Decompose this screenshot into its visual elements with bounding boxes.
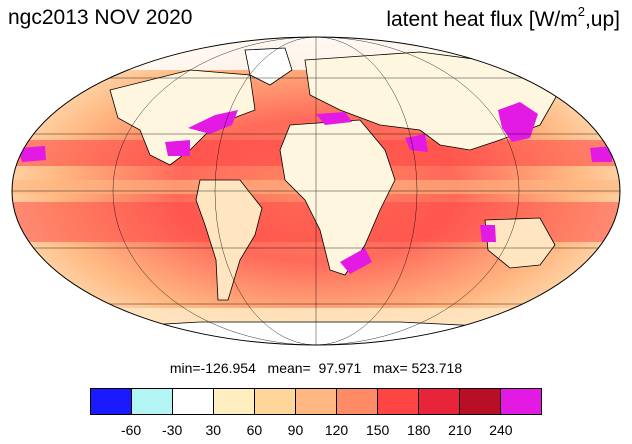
graticule <box>12 37 620 345</box>
colorbar-tick-label: 30 <box>205 422 222 438</box>
colorbar-box <box>378 389 419 414</box>
colorbar-box <box>501 389 541 414</box>
colorbar-box <box>460 389 501 414</box>
eurasia <box>305 52 560 150</box>
colorbar-tick-label: 90 <box>287 422 304 438</box>
globe-outline <box>11 36 621 346</box>
world-map <box>11 36 621 346</box>
title-right-main: latent heat flux [W/m <box>386 8 578 31</box>
colorbar-tick-labels: -60 -30 30 60 90 120 150 180 210 240 <box>90 422 542 440</box>
colorbar-tick-label: -60 <box>120 422 142 438</box>
colorbar <box>90 388 542 415</box>
map-title-left: ngc2013 NOV 2020 <box>8 6 193 29</box>
colorbar-box <box>214 389 255 414</box>
australia <box>485 218 555 268</box>
colorbar-box <box>255 389 296 414</box>
colorbar-tick-label: 240 <box>489 422 513 438</box>
colorbar-box <box>91 389 132 414</box>
colorbar-box <box>296 389 337 414</box>
colorbar-box <box>132 389 173 414</box>
colorbar-box <box>337 389 378 414</box>
colorbar-tick-label: 120 <box>324 422 349 438</box>
hotspot-agulhas <box>340 248 372 274</box>
colorbar-tick-label: -30 <box>162 422 183 438</box>
greenland <box>245 48 292 85</box>
hotspot-kuroshio <box>498 102 538 142</box>
africa <box>280 120 395 275</box>
colorbar-box <box>419 389 460 414</box>
south-america <box>196 180 262 300</box>
title-right-superscript: 2 <box>577 4 585 19</box>
title-right-tail: ,up] <box>584 8 620 31</box>
hotspot-gulf-stream <box>188 110 238 134</box>
north-america <box>110 70 255 165</box>
statistics-line: min=-126.954 mean= 97.971 max= 523.718 <box>169 360 463 376</box>
colorbar-tick-label: 180 <box>407 422 431 438</box>
colorbar-tick-label: 210 <box>448 422 472 438</box>
colorbar-box <box>173 389 214 414</box>
hotspot-pacific-west <box>18 146 46 162</box>
hotspot-pacific-east <box>590 146 612 162</box>
hotspot-mediterranean <box>316 112 352 125</box>
map-title-right: latent heat flux [W/m2,up] <box>386 4 620 32</box>
hotspot-gulf-mexico <box>165 140 190 156</box>
antarctica <box>40 322 600 345</box>
colorbar-tick-label: 150 <box>365 422 390 438</box>
colorbar-tick-label: 60 <box>246 422 263 438</box>
hotspot-east-australia <box>480 225 496 242</box>
